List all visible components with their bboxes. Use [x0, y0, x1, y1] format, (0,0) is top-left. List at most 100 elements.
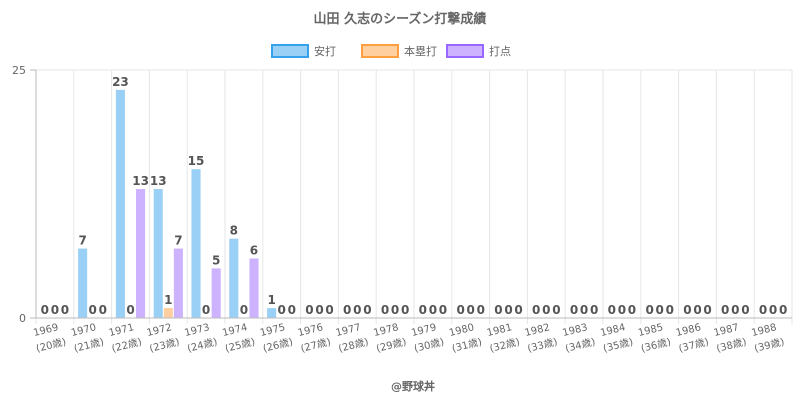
footer-credit: @野球丼 [391, 379, 435, 393]
data-label: 0 [731, 303, 739, 317]
data-label: 0 [126, 303, 134, 317]
data-label: 0 [628, 303, 636, 317]
y-tick-label: 25 [12, 64, 26, 77]
data-label: 0 [343, 303, 351, 317]
legend-item[interactable]: 本塁打 [361, 44, 437, 58]
x-tick-label: 1970(21歳) [70, 322, 106, 355]
data-label: 0 [467, 303, 475, 317]
legend: 安打 本塁打 打点 [271, 44, 511, 58]
x-tick-age: (33歳) [526, 336, 559, 355]
x-tick-label: 1972(23歳) [146, 322, 181, 355]
bar[interactable] [115, 89, 125, 318]
x-tick-age: (23歳) [148, 336, 181, 355]
data-label: 0 [779, 303, 787, 317]
x-tick-age: (22歳) [110, 336, 143, 355]
bar[interactable] [229, 238, 239, 318]
data-label: 0 [305, 303, 313, 317]
data-label: 0 [288, 303, 296, 317]
x-tick-age: (39歳) [753, 336, 786, 355]
x-tick-year: 1975 [259, 322, 286, 339]
data-label: 13 [150, 174, 167, 188]
x-tick-year: 1987 [713, 322, 740, 339]
data-label: 0 [202, 303, 210, 317]
bar[interactable] [267, 308, 277, 318]
x-tick-year: 1984 [599, 322, 626, 339]
x-tick-year: 1982 [524, 322, 551, 339]
bar[interactable] [153, 189, 163, 318]
gridlines [35, 69, 793, 324]
x-tick-label: 1985(36歳) [637, 322, 673, 355]
x-tick-age: (35歳) [602, 336, 635, 355]
data-label: 0 [769, 303, 777, 317]
data-label: 0 [590, 303, 598, 317]
bar[interactable] [249, 258, 259, 318]
data-label: 0 [542, 303, 550, 317]
x-tick-age: (31歳) [451, 336, 484, 355]
data-label: 5 [212, 253, 220, 267]
x-tick-age: (32歳) [488, 336, 521, 355]
data-label: 0 [570, 303, 578, 317]
x-tick-label: 1982(33歳) [524, 322, 559, 355]
x-tick-year: 1981 [486, 322, 513, 339]
x-tick-year: 1985 [637, 322, 664, 339]
data-label: 0 [666, 303, 674, 317]
x-tick-year: 1969 [32, 322, 59, 339]
data-label: 0 [89, 303, 97, 317]
x-tick-year: 1976 [297, 322, 324, 339]
x-tick-year: 1983 [561, 322, 588, 339]
bar[interactable] [173, 248, 183, 318]
x-tick-year: 1973 [183, 322, 210, 339]
data-label: 0 [353, 303, 361, 317]
bar[interactable] [211, 268, 221, 318]
data-label: 6 [250, 243, 258, 257]
bar[interactable] [191, 169, 201, 318]
legend-item[interactable]: 打点 [446, 44, 511, 58]
data-label: 0 [41, 303, 49, 317]
x-tick-label: 1984(35歳) [599, 322, 635, 355]
x-tick-age: (20歳) [35, 336, 68, 355]
x-tick-age: (36歳) [640, 336, 673, 355]
bar[interactable] [136, 189, 146, 318]
data-label: 0 [494, 303, 502, 317]
legend-label: 本塁打 [404, 44, 437, 58]
data-label: 0 [401, 303, 409, 317]
data-label: 0 [363, 303, 371, 317]
data-label: 0 [99, 303, 107, 317]
data-label: 0 [419, 303, 427, 317]
legend-label: 打点 [489, 44, 511, 58]
data-label: 0 [61, 303, 69, 317]
data-label: 0 [618, 303, 626, 317]
data-label: 0 [504, 303, 512, 317]
data-label: 7 [78, 234, 86, 248]
data-label: 0 [477, 303, 485, 317]
x-tick-age: (30歳) [413, 336, 446, 355]
legend-swatch [446, 44, 484, 58]
legend-item[interactable]: 安打 [271, 44, 336, 58]
data-label: 0 [514, 303, 522, 317]
legend-label: 安打 [314, 44, 336, 58]
data-label: 0 [429, 303, 437, 317]
x-tick-year: 1979 [410, 322, 437, 339]
x-tick-year: 1971 [108, 322, 135, 339]
x-tick-year: 1980 [448, 322, 475, 339]
chart-title: 山田 久志のシーズン打撃成績 [314, 11, 487, 27]
x-tick-label: 1977(28歳) [335, 322, 370, 355]
x-tick-label: 1971(22歳) [108, 322, 143, 355]
bar[interactable] [163, 308, 173, 318]
x-tick-year: 1974 [221, 322, 248, 339]
x-tick-year: 1986 [675, 322, 702, 339]
data-label: 7 [174, 234, 182, 248]
x-tick-age: (25歳) [224, 336, 257, 355]
x-tick-age: (24歳) [186, 336, 219, 355]
data-label: 8 [230, 224, 238, 238]
data-label: 0 [240, 303, 248, 317]
bar[interactable] [78, 248, 88, 318]
data-label: 15 [188, 154, 205, 168]
x-tick-age: (28歳) [337, 336, 370, 355]
y-tick-label: 0 [19, 312, 26, 325]
x-tick-age: (38歳) [715, 336, 748, 355]
x-tick-age: (21歳) [73, 336, 106, 355]
data-label: 1 [267, 293, 275, 307]
